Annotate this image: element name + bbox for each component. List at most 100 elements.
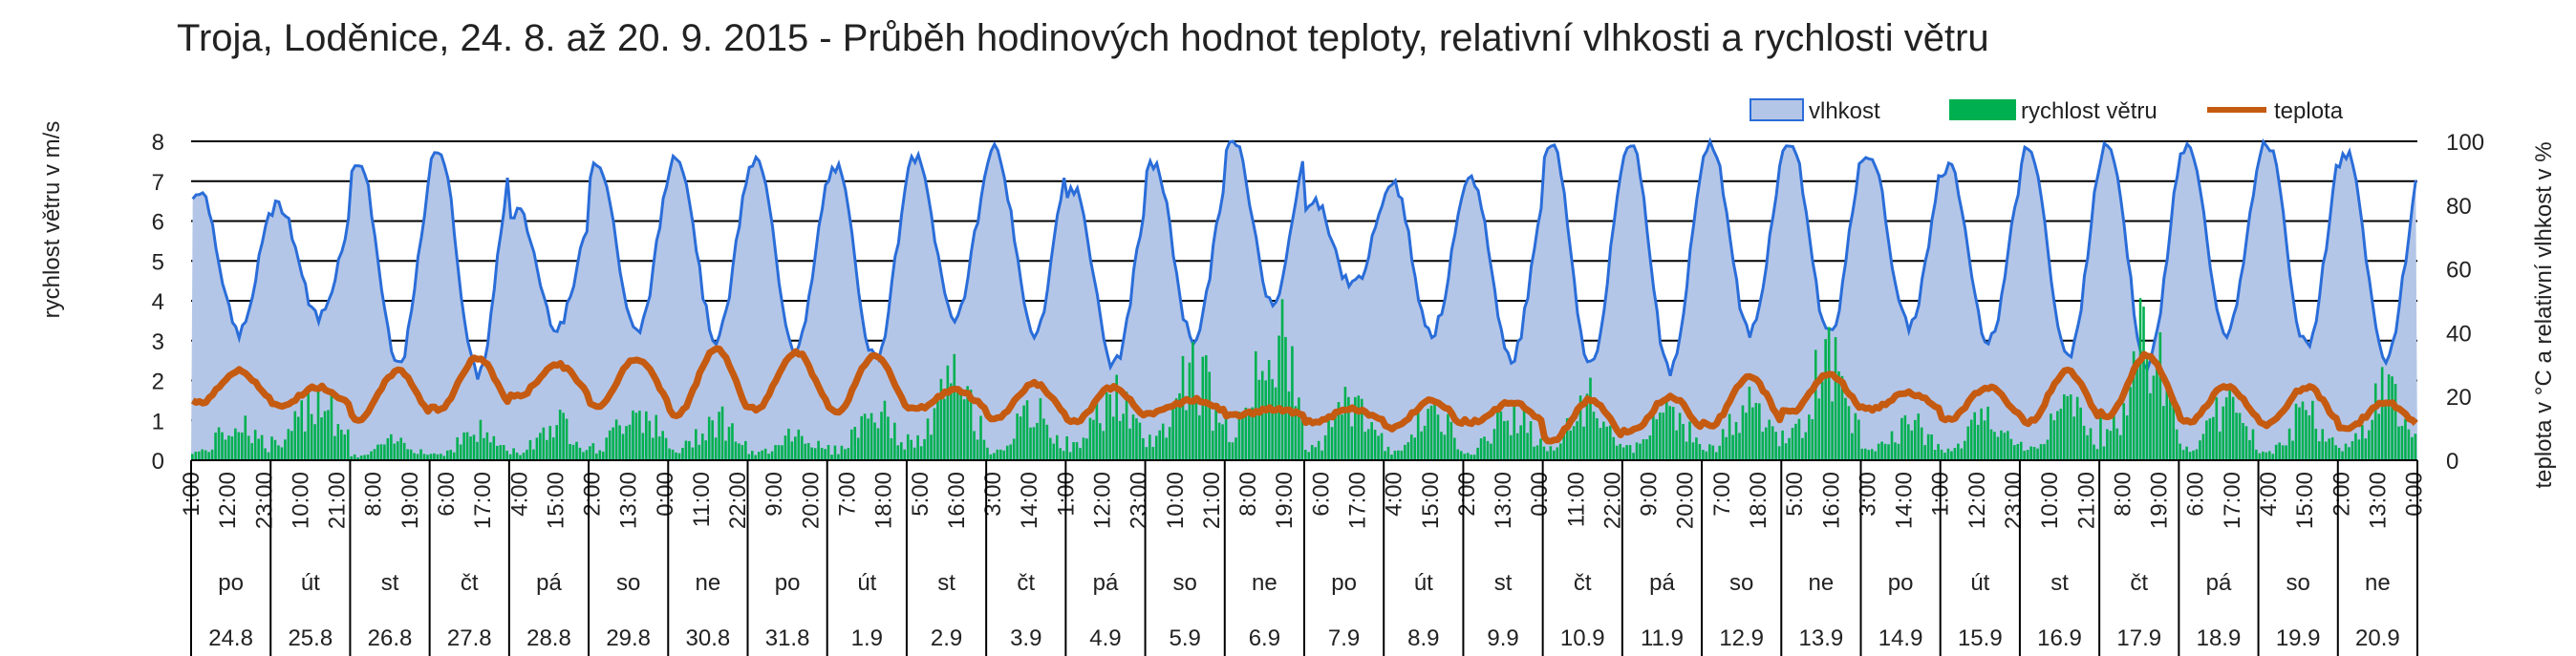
wind-bar — [1343, 387, 1347, 460]
x-date-label: 25.8 — [288, 625, 333, 651]
wind-bar — [1409, 434, 1413, 460]
wind-bar — [2218, 431, 2222, 460]
wind-bar — [648, 420, 652, 460]
wind-bar — [1145, 447, 1148, 460]
wind-bar — [1986, 406, 1989, 460]
wind-bar — [1055, 434, 1059, 460]
x-day-of-week-label: út — [1414, 570, 1433, 596]
wind-bar — [595, 453, 598, 460]
wind-bar — [946, 365, 950, 460]
wind-bar — [1920, 427, 1923, 460]
wind-bar — [1526, 433, 1529, 460]
x-day-of-week-label: st — [381, 570, 399, 596]
wind-bar — [1082, 437, 1085, 460]
wind-bar — [2026, 450, 2029, 460]
wind-bar — [1721, 429, 1725, 460]
wind-bar — [763, 448, 767, 460]
wind-bar — [542, 427, 546, 460]
wind-bar — [2093, 444, 2095, 460]
wind-bar — [1366, 429, 1370, 460]
wind-bar — [830, 455, 833, 460]
wind-bar — [591, 443, 595, 460]
wind-bar — [2152, 375, 2156, 460]
wind-bar — [2050, 413, 2052, 460]
wind-bar — [727, 427, 731, 460]
wind-bar — [1741, 405, 1745, 460]
x-axis-categories: 1:00 12:00 23:00 10:00 21:00 8:00 19:00 6:00 17:… — [179, 460, 2428, 656]
wind-bar — [1917, 413, 1921, 460]
x-date-label: 17.9 — [2116, 625, 2161, 651]
wind-bar — [1472, 455, 1476, 460]
x-hour-tick-label: 14:00 — [1017, 472, 1042, 529]
wind-bar — [2168, 391, 2172, 460]
wind-bar — [2208, 418, 2212, 460]
x-date-label: 28.8 — [526, 625, 571, 651]
x-hour-tick-label: 6:00 — [2183, 472, 2209, 517]
wind-bar — [804, 443, 807, 460]
wind-bar — [837, 454, 840, 460]
wind-bar — [1224, 416, 1228, 460]
wind-bar — [2009, 438, 2013, 460]
wind-bar — [1042, 418, 1045, 460]
x-hour-tick-label: 0:00 — [653, 472, 678, 517]
humidity-area — [191, 141, 2417, 460]
x-hour-tick-label: 17:00 — [470, 472, 496, 529]
wind-bar — [320, 417, 323, 460]
wind-bar — [1880, 441, 1883, 460]
x-date-label: 4.9 — [1089, 625, 1121, 651]
x-hour-tick-label: 0:00 — [2402, 472, 2428, 517]
x-hour-tick-label: 2:00 — [580, 472, 606, 517]
y-right-tick-label: 100 — [2446, 130, 2484, 156]
wind-bar — [284, 439, 287, 460]
wind-bar — [1745, 413, 1748, 460]
wind-bar — [287, 429, 290, 460]
wind-bar — [343, 434, 347, 460]
wind-bar — [1632, 453, 1635, 460]
wind-bar — [1854, 413, 1857, 460]
wind-bar — [1509, 434, 1513, 460]
wind-bar — [1817, 398, 1821, 460]
wind-bar — [1761, 432, 1765, 460]
legend-humidity-swatch — [1750, 98, 1804, 121]
wind-bar — [1639, 443, 1642, 460]
wind-bar — [214, 433, 217, 460]
wind-bar — [1966, 426, 1970, 460]
wind-bar — [731, 423, 734, 460]
legend-wind-label: rychlost větru — [2021, 98, 2157, 124]
x-day-of-week-label: po — [218, 570, 244, 596]
wind-bar — [2082, 425, 2086, 460]
wind-bar — [1298, 397, 1300, 460]
x-day-of-week-label: ne — [1809, 570, 1835, 596]
wind-bar — [257, 438, 260, 460]
wind-bar — [2056, 411, 2059, 460]
y-left-tick-label: 1 — [152, 409, 164, 434]
wind-bar — [2267, 451, 2271, 460]
x-hour-tick-label: 21:00 — [1199, 472, 1225, 529]
wind-bar — [598, 450, 602, 460]
wind-bar — [2301, 401, 2305, 460]
wind-bar — [1558, 443, 1562, 460]
wind-bar — [442, 455, 446, 460]
wind-bar — [906, 434, 910, 460]
x-hour-tick-label: 23:00 — [1127, 472, 1152, 529]
x-date-label: 24.8 — [208, 625, 253, 651]
wind-bar — [1423, 425, 1427, 460]
x-hour-tick-label: 21:00 — [325, 472, 351, 529]
wind-bar — [1923, 445, 1926, 460]
wind-bar — [953, 353, 956, 460]
wind-bar — [469, 436, 472, 460]
wind-bar — [1751, 407, 1754, 460]
x-date-label: 29.8 — [606, 625, 651, 651]
wind-bar — [2294, 403, 2298, 460]
x-date-label: 15.9 — [1958, 625, 2003, 651]
x-day-of-week-label: út — [1970, 570, 1989, 596]
wind-bar — [2248, 440, 2251, 460]
wind-bar — [2291, 440, 2294, 460]
wind-bar — [1953, 448, 1957, 460]
wind-bar — [433, 453, 436, 460]
wind-bar — [2023, 451, 2026, 460]
wind-bar — [1621, 447, 1625, 460]
wind-bar — [273, 439, 277, 460]
wind-bar — [1777, 446, 1781, 460]
wind-bar — [1900, 417, 1903, 460]
